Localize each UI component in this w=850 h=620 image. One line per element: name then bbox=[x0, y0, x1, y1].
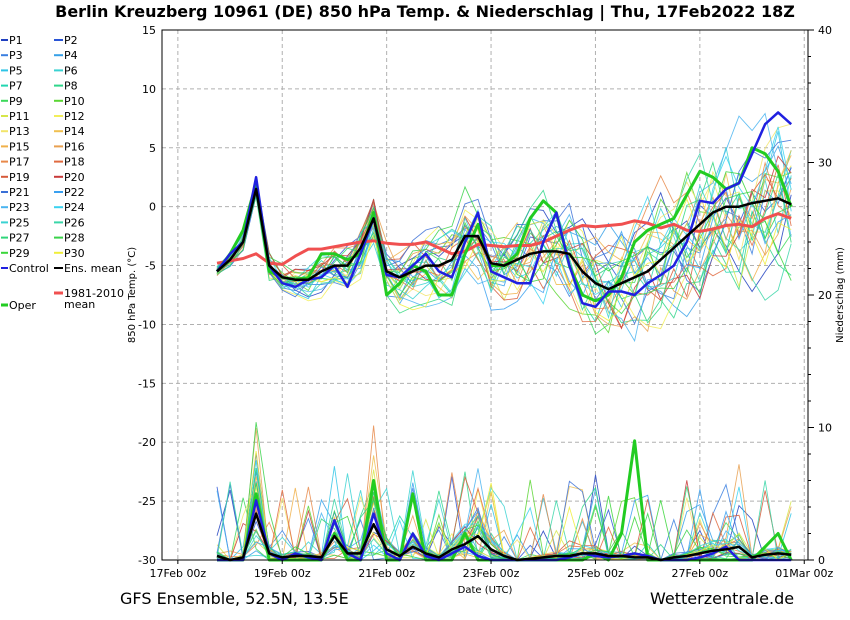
legend-label: P2 bbox=[64, 34, 78, 47]
legend-label: P15 bbox=[9, 140, 30, 153]
x-tick-label: 23Feb 00z bbox=[463, 567, 520, 580]
y-left-tick-label: -30 bbox=[138, 554, 156, 567]
legend-label: P21 bbox=[9, 186, 30, 199]
y-right-axis-title: Niederschlag (mm) bbox=[835, 247, 846, 343]
y-left-axis-title: 850 hPa Temp. (°C) bbox=[127, 247, 138, 343]
legend-label: Ens. mean bbox=[64, 262, 122, 275]
legend-label: P3 bbox=[9, 49, 23, 62]
control-temp-line bbox=[215, 111, 793, 309]
legend-label: P24 bbox=[64, 201, 85, 214]
x-tick-label: 19Feb 00z bbox=[254, 567, 311, 580]
legend-label: P18 bbox=[64, 156, 85, 169]
x-tick-label: 27Feb 00z bbox=[671, 567, 728, 580]
y-left-tick-label: 15 bbox=[142, 24, 156, 37]
legend-label: P20 bbox=[64, 171, 85, 184]
legend-label: 1981-2010 bbox=[64, 287, 124, 300]
legend-label: P5 bbox=[9, 64, 23, 77]
legend-label: P19 bbox=[9, 171, 30, 184]
legend-label: P7 bbox=[9, 80, 23, 93]
legend-label: mean bbox=[64, 298, 95, 311]
model-caption: GFS Ensemble, 52.5N, 13.5E bbox=[120, 589, 349, 608]
y-right-tick-label: 30 bbox=[818, 157, 832, 170]
y-left-tick-label: -10 bbox=[138, 318, 156, 331]
legend-label: P1 bbox=[9, 34, 23, 47]
member-precip-line bbox=[216, 460, 792, 561]
legend-label: P29 bbox=[9, 247, 30, 260]
legend-label: P30 bbox=[64, 247, 85, 260]
legend-label: P23 bbox=[9, 201, 30, 214]
legend-label: P16 bbox=[64, 140, 85, 153]
y-right-tick-label: 20 bbox=[818, 289, 832, 302]
member-temp-line bbox=[216, 180, 792, 335]
chart-title: Berlin Kreuzberg 10961 (DE) 850 hPa Temp… bbox=[55, 2, 795, 21]
y-left-tick-label: -15 bbox=[138, 377, 156, 390]
legend-label: P9 bbox=[9, 95, 23, 108]
legend-label: P4 bbox=[64, 49, 78, 62]
x-axis-title: Date (UTC) bbox=[458, 585, 513, 596]
legend-label: Control bbox=[9, 262, 49, 275]
member-temp-line bbox=[216, 155, 792, 330]
legend-label: P12 bbox=[64, 110, 85, 123]
y-left-tick-label: -20 bbox=[138, 436, 156, 449]
legend-label: P13 bbox=[9, 125, 30, 138]
legend-label: P25 bbox=[9, 216, 30, 229]
x-tick-label: 01Mar 00z bbox=[775, 567, 833, 580]
y-left-tick-label: -25 bbox=[138, 495, 156, 508]
legend-label: P28 bbox=[64, 232, 85, 245]
x-tick-label: 17Feb 00z bbox=[149, 567, 206, 580]
highlighted-series bbox=[215, 111, 793, 562]
legend-label: P22 bbox=[64, 186, 85, 199]
legend-label: P17 bbox=[9, 156, 30, 169]
ensemble-members bbox=[216, 112, 792, 561]
legend-label: Oper bbox=[9, 299, 36, 312]
ens-mean-temp-line bbox=[216, 187, 792, 291]
legend-label: P14 bbox=[64, 125, 85, 138]
x-tick-label: 25Feb 00z bbox=[567, 567, 624, 580]
axes: 15 10 5 0 -5 -10 -15 -20 -25 -30 40 30 20 10 0 17Feb 00… bbox=[127, 24, 846, 596]
y-right-tick-label: 0 bbox=[818, 554, 825, 567]
y-right-tick-label: 40 bbox=[818, 24, 832, 37]
x-tick-label: 21Feb 00z bbox=[358, 567, 415, 580]
y-left-tick-label: -5 bbox=[145, 260, 156, 273]
member-precip-line bbox=[216, 468, 792, 561]
legend: P1 P2 P3 P4 P5 P6 P7 P8 P9 P10 P11 P12 P13 P14 P15 P16 P… bbox=[1, 34, 124, 312]
y-right-tick-label: 10 bbox=[818, 422, 832, 435]
member-temp-line bbox=[216, 161, 792, 324]
legend-label: P26 bbox=[64, 216, 85, 229]
legend-label: P8 bbox=[64, 80, 78, 93]
y-left-tick-label: 0 bbox=[149, 201, 156, 214]
legend-label: P6 bbox=[64, 64, 78, 77]
y-left-tick-label: 10 bbox=[142, 83, 156, 96]
y-left-tick-label: 5 bbox=[149, 142, 156, 155]
legend-label: P10 bbox=[64, 95, 85, 108]
legend-label: P27 bbox=[9, 232, 30, 245]
ens-mean-precip-line bbox=[216, 512, 792, 562]
1981-2010-mean-temp-line bbox=[216, 212, 792, 266]
source-caption: Wetterzentrale.de bbox=[650, 589, 795, 608]
member-precip-line bbox=[216, 468, 792, 561]
legend-label: P11 bbox=[9, 110, 30, 123]
member-temp-line bbox=[216, 112, 792, 343]
